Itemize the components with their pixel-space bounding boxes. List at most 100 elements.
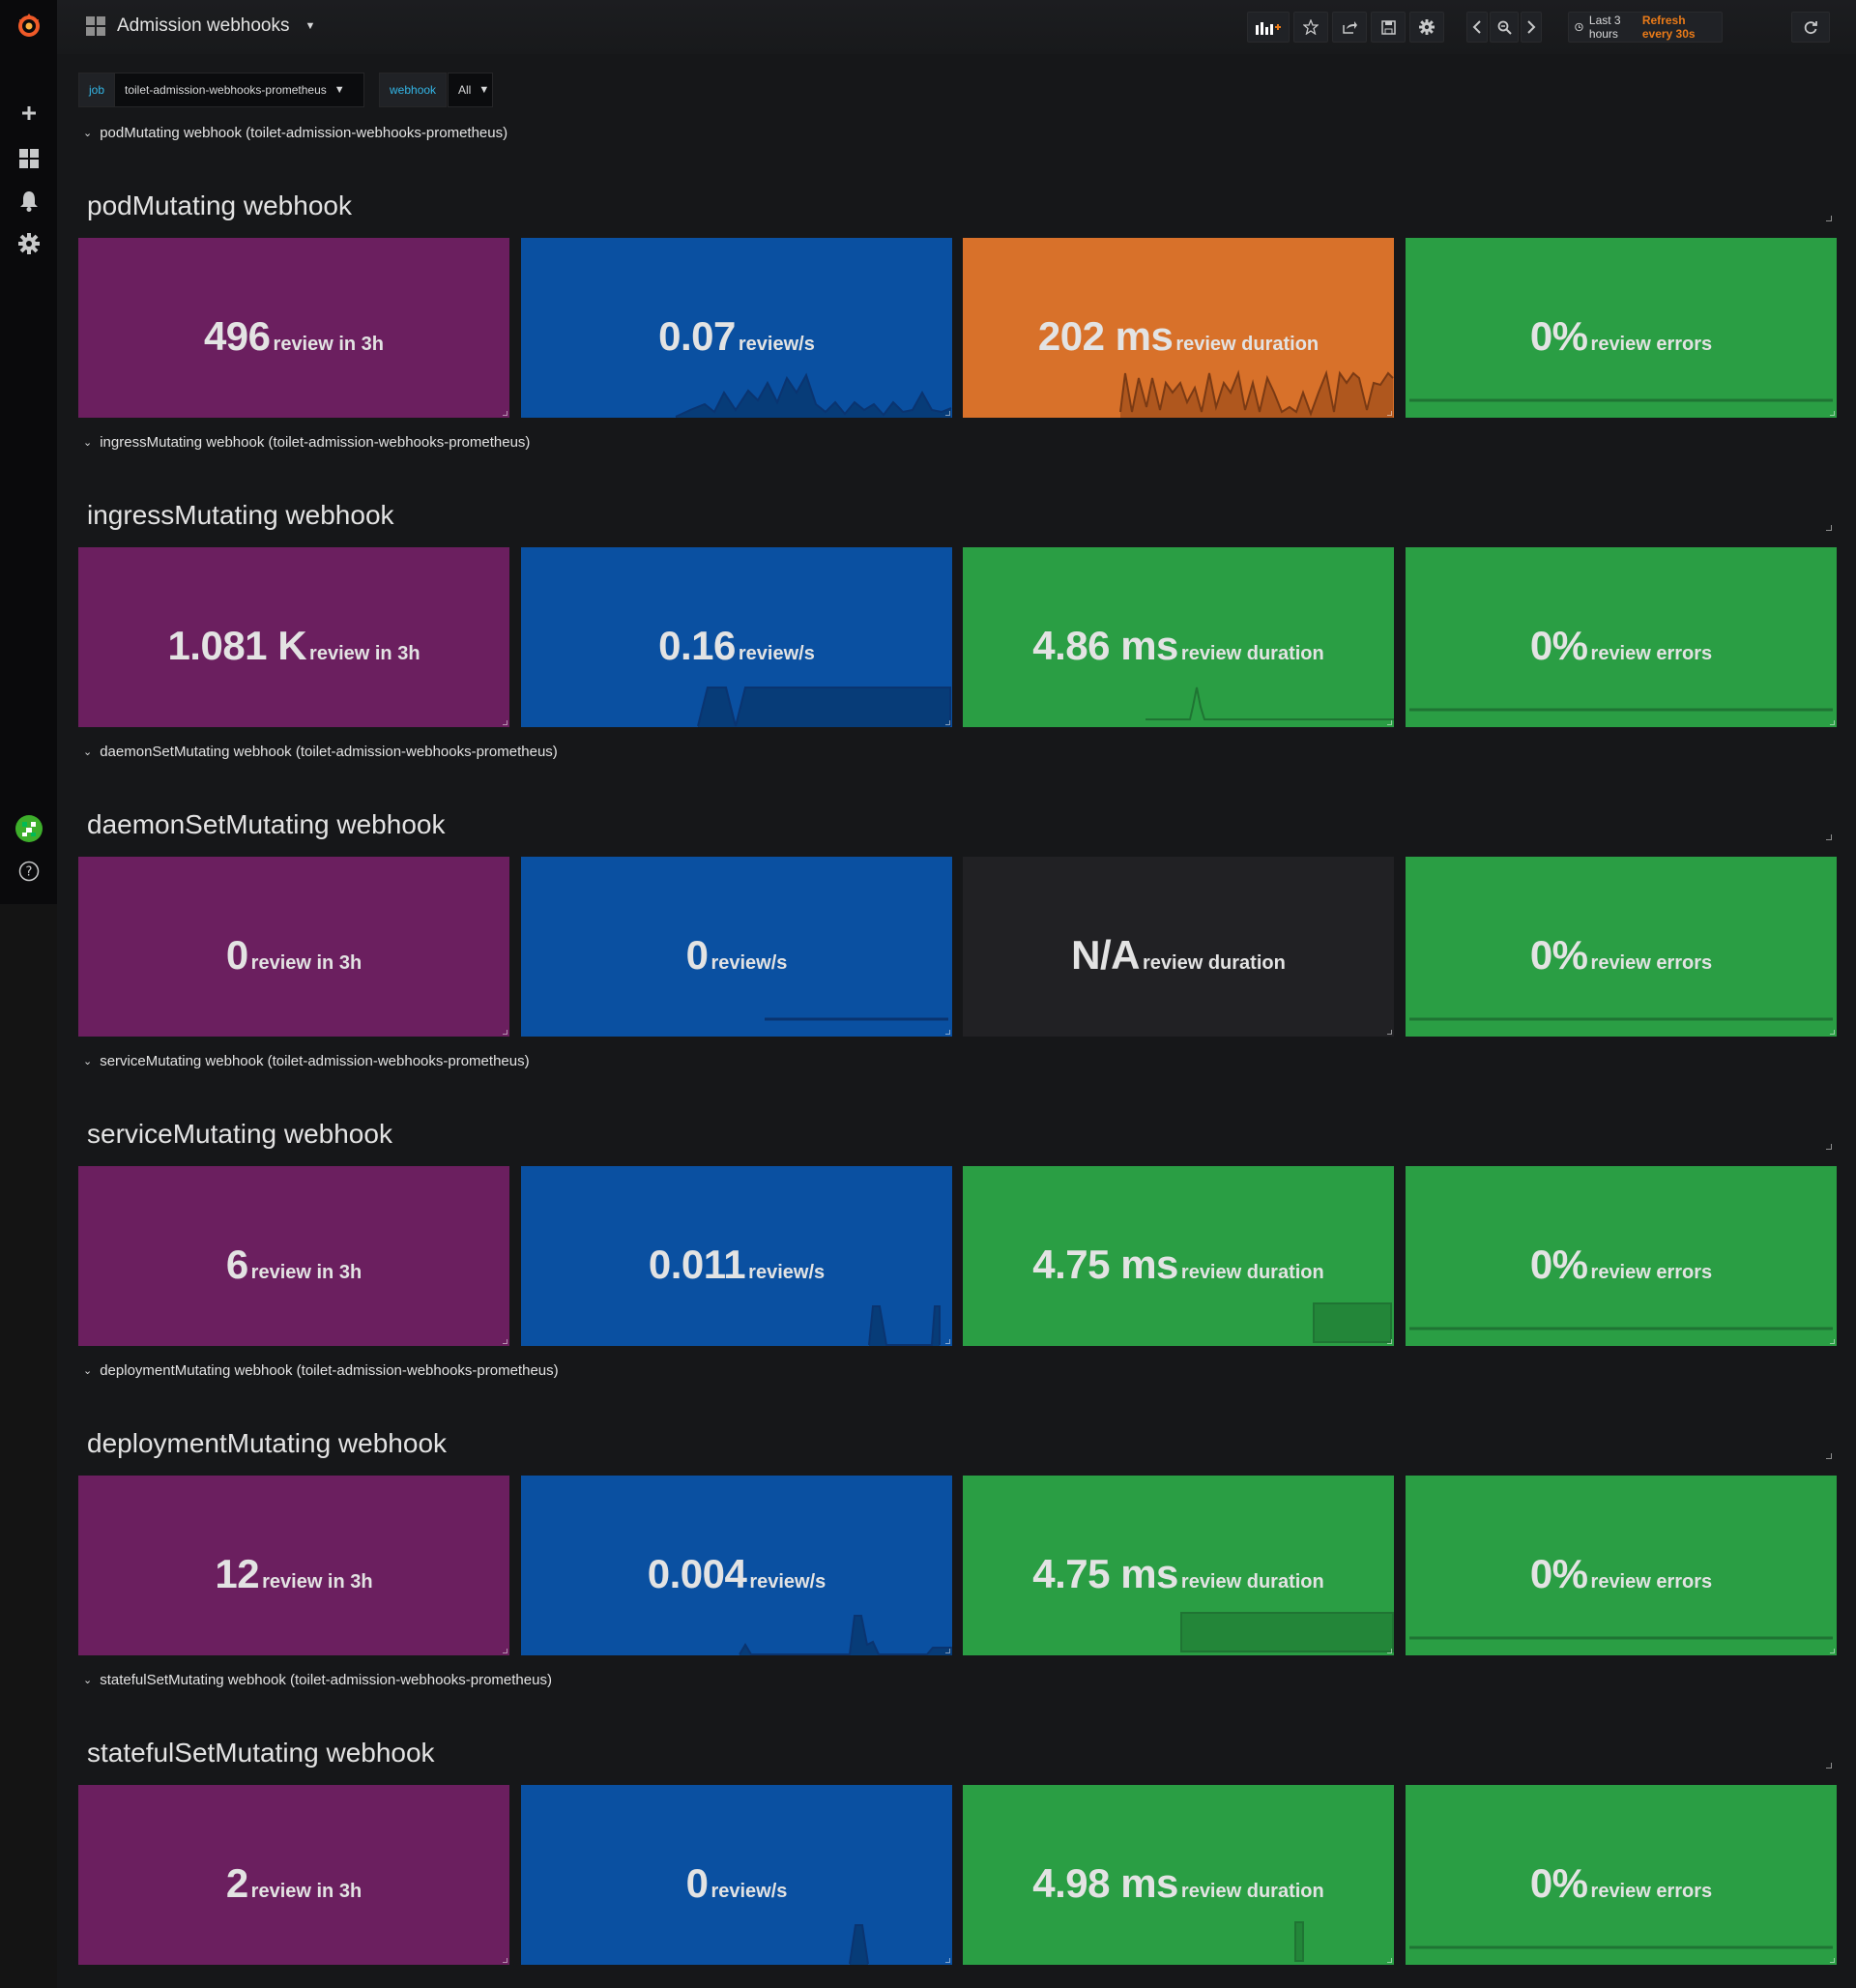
time-forward-button[interactable] — [1521, 12, 1542, 43]
panel-resize-corner[interactable] — [945, 411, 950, 416]
panel-resize-corner[interactable] — [1830, 1030, 1835, 1035]
panel-resize-corner[interactable] — [503, 1339, 508, 1344]
save-button[interactable] — [1371, 12, 1406, 43]
help-icon[interactable]: ? — [0, 850, 57, 892]
stat-value-line: 2 review in 3h — [78, 1860, 509, 1907]
panel-resize-corner[interactable] — [945, 1958, 950, 1963]
stat-value-line: 0% review errors — [1406, 313, 1837, 360]
singlestat-panel[interactable]: 2 review in 3h — [78, 1785, 509, 1965]
sparkline — [739, 1615, 952, 1655]
stat-value: 0.004 — [647, 1551, 747, 1596]
zoom-out-button[interactable] — [1490, 12, 1519, 43]
singlestat-panel[interactable]: 0% review errors — [1406, 1785, 1837, 1965]
panel-resize-corner[interactable] — [945, 1339, 950, 1344]
variable-job-select[interactable]: toilet-admission-webhooks-prometheus ▼ — [114, 73, 364, 107]
panel-resize-corner[interactable] — [1830, 1649, 1835, 1653]
singlestat-panel[interactable]: 4.86 ms review duration — [963, 547, 1394, 727]
panel-resize-corner[interactable] — [1387, 411, 1392, 416]
singlestat-panel[interactable]: 6 review in 3h — [78, 1166, 509, 1346]
singlestat-panel[interactable]: 4.75 ms review duration — [963, 1476, 1394, 1655]
row-header[interactable]: ⌄ daemonSetMutating webhook (toilet-admis… — [83, 744, 558, 760]
panel-resize-corner[interactable] — [1387, 1030, 1392, 1035]
singlestat-panel[interactable]: 0% review errors — [1406, 857, 1837, 1037]
panel-resize-corner[interactable] — [1830, 1339, 1835, 1344]
stat-value-line: 6 review in 3h — [78, 1242, 509, 1288]
row-header[interactable]: ⌄ statefulSetMutating webhook (toilet-adm… — [83, 1672, 552, 1688]
panel-resize-corner[interactable] — [503, 1649, 508, 1653]
star-button[interactable] — [1293, 12, 1328, 43]
panel-resize-corner[interactable] — [1830, 411, 1835, 416]
singlestat-panel[interactable]: 0.16 review/s — [521, 547, 952, 727]
singlestat-panel[interactable]: 202 ms review duration — [963, 238, 1394, 418]
panel-resize-corner[interactable] — [503, 411, 508, 416]
panel-resize-corner[interactable] — [945, 1030, 950, 1035]
add-panel-button[interactable] — [1247, 12, 1290, 43]
refresh-interval-label: Refresh every 30s — [1641, 14, 1696, 41]
singlestat-panel[interactable]: 0% review errors — [1406, 238, 1837, 418]
alerting-bell-icon[interactable] — [0, 180, 57, 222]
singlestat-panel[interactable]: 4.98 ms review duration — [963, 1785, 1394, 1965]
panel-resize-corner[interactable] — [503, 720, 508, 725]
sparkline — [1180, 1612, 1394, 1652]
create-plus-icon[interactable] — [0, 92, 57, 134]
sparkline — [1409, 708, 1833, 712]
panel-resize-handle[interactable] — [1826, 525, 1832, 531]
singlestat-panel[interactable]: 0% review errors — [1406, 1476, 1837, 1655]
singlestat-panel[interactable]: 496 review in 3h — [78, 238, 509, 418]
share-button[interactable] — [1332, 12, 1367, 43]
add-panel-icon — [1256, 22, 1281, 35]
stat-unit: review duration — [1180, 643, 1324, 664]
sparkline — [849, 1924, 869, 1965]
stat-value: 202 ms — [1037, 313, 1174, 359]
panel-resize-handle[interactable] — [1826, 1453, 1832, 1459]
row-title: deploymentMutating webhook — [87, 1428, 448, 1458]
stat-value: 0% — [1529, 1242, 1588, 1287]
singlestat-panel[interactable]: 0 review/s — [521, 857, 952, 1037]
panel-resize-corner[interactable] — [1830, 720, 1835, 725]
row-header[interactable]: ⌄ podMutating webhook (toilet-admission-w… — [83, 125, 508, 141]
time-picker-button[interactable]: Last 3 hours Refresh every 30s — [1568, 12, 1723, 43]
row-header[interactable]: ⌄ serviceMutating webhook (toilet-admissi… — [83, 1053, 530, 1069]
time-back-button[interactable] — [1466, 12, 1488, 43]
panel-resize-corner[interactable] — [945, 1649, 950, 1653]
panel-resize-corner[interactable] — [503, 1958, 508, 1963]
singlestat-panel[interactable]: 0% review errors — [1406, 547, 1837, 727]
dashboard-picker[interactable]: Admission webhooks ▼ — [86, 15, 315, 37]
singlestat-panel[interactable]: 4.75 ms review duration — [963, 1166, 1394, 1346]
panel-resize-corner[interactable] — [1387, 1958, 1392, 1963]
stat-unit: review duration — [1143, 952, 1286, 974]
variable-webhook-select[interactable]: All ▼ — [448, 73, 493, 107]
dashboards-icon[interactable] — [0, 137, 57, 180]
panel-resize-handle[interactable] — [1826, 216, 1832, 221]
sparkline — [1146, 687, 1394, 720]
row-header[interactable]: ⌄ deploymentMutating webhook (toilet-admi… — [83, 1362, 559, 1379]
settings-button[interactable] — [1409, 12, 1444, 43]
panel-resize-corner[interactable] — [1387, 1649, 1392, 1653]
singlestat-panel[interactable]: 0 review in 3h — [78, 857, 509, 1037]
user-avatar[interactable] — [0, 807, 57, 850]
singlestat-panel[interactable]: 0% review errors — [1406, 1166, 1837, 1346]
panel-resize-handle[interactable] — [1826, 1144, 1832, 1150]
singlestat-panel[interactable]: 0.07 review/s — [521, 238, 952, 418]
panel-resize-corner[interactable] — [945, 720, 950, 725]
refresh-button[interactable] — [1791, 12, 1830, 43]
singlestat-panel[interactable]: N/A review duration — [963, 857, 1394, 1037]
chevron-right-icon — [1527, 20, 1536, 34]
panel-resize-corner[interactable] — [503, 1030, 508, 1035]
panel-resize-handle[interactable] — [1826, 1763, 1832, 1769]
configuration-gear-icon[interactable] — [0, 222, 57, 265]
grafana-logo-icon[interactable] — [0, 4, 57, 46]
panel-resize-corner[interactable] — [1387, 720, 1392, 725]
panel-resize-corner[interactable] — [1387, 1339, 1392, 1344]
singlestat-panel[interactable]: 0.011 review/s — [521, 1166, 952, 1346]
row-header[interactable]: ⌄ ingressMutating webhook (toilet-admissi… — [83, 434, 530, 451]
singlestat-panel[interactable]: 0 review/s — [521, 1785, 952, 1965]
singlestat-panel[interactable]: 12 review in 3h — [78, 1476, 509, 1655]
zoom-out-icon — [1497, 20, 1512, 35]
panel-resize-corner[interactable] — [1830, 1958, 1835, 1963]
singlestat-panel[interactable]: 0.004 review/s — [521, 1476, 952, 1655]
row-title: ingressMutating webhook — [87, 500, 394, 530]
chevron-down-icon: ⌄ — [83, 1675, 93, 1686]
panel-resize-handle[interactable] — [1826, 834, 1832, 840]
